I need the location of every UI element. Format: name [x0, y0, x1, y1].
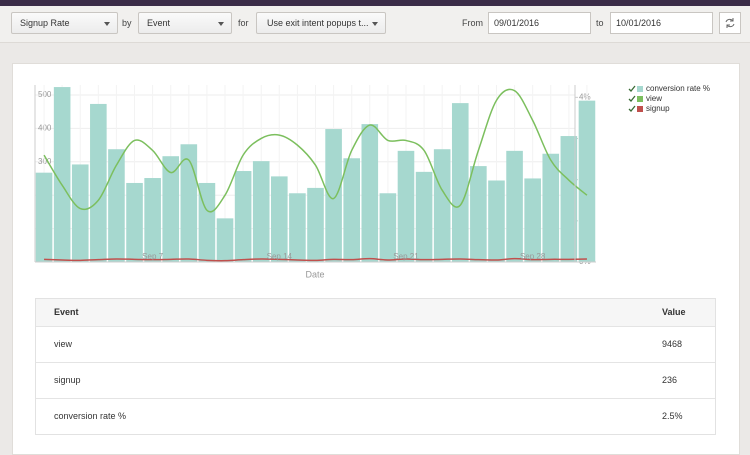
by-label: by	[122, 18, 132, 28]
bar	[325, 129, 342, 262]
bar	[433, 149, 451, 262]
bar	[488, 180, 505, 262]
bar	[35, 172, 53, 262]
bar	[379, 193, 397, 262]
bar	[252, 161, 270, 262]
bar	[180, 144, 198, 262]
bar	[361, 124, 379, 263]
refresh-button[interactable]	[719, 12, 741, 34]
metric-dropdown[interactable]: Signup Rate	[11, 12, 118, 34]
bar	[451, 103, 469, 262]
bar	[108, 149, 125, 262]
bar	[162, 156, 180, 262]
header-cell: Value	[662, 307, 686, 317]
table-row: signup 236	[36, 362, 715, 398]
legend-check	[628, 105, 636, 112]
legend-swatch	[637, 86, 643, 92]
table-header: Event Value	[36, 299, 715, 326]
x-tick-label: Sep 14	[267, 252, 293, 261]
bar	[71, 164, 89, 262]
group-dropdown[interactable]: Event	[138, 12, 232, 34]
legend-label: signup	[646, 104, 670, 113]
line	[43, 88, 588, 213]
from-label: From	[462, 18, 483, 28]
cell: 9468	[662, 339, 683, 349]
bar	[542, 153, 560, 262]
x-tick-label: Sep 28	[520, 252, 546, 261]
line	[44, 257, 587, 262]
legend-label: view	[646, 94, 662, 103]
bar	[524, 178, 541, 262]
bar	[307, 187, 324, 262]
toolbar: Signup Rate by Event for Use exit intent…	[0, 6, 750, 43]
refresh-icon	[725, 18, 735, 28]
legend-label: conversion rate %	[646, 84, 710, 93]
legend-check	[628, 95, 636, 102]
cell: view	[54, 339, 73, 349]
bar	[470, 166, 487, 262]
from-date-input[interactable]: 09/01/2016	[488, 12, 591, 34]
x-axis-label: Date	[305, 269, 324, 279]
bar	[560, 136, 578, 262]
header-cell: Event	[54, 307, 79, 317]
legend-swatch	[637, 96, 643, 102]
bar	[397, 150, 415, 262]
cell: conversion rate %	[54, 411, 127, 421]
bar	[144, 178, 161, 262]
y2-tick-label: 4%	[579, 92, 591, 101]
filter-dropdown[interactable]: Use exit intent popups t...	[256, 12, 386, 34]
cell: 236	[662, 375, 678, 385]
bar	[271, 176, 288, 262]
legend-check	[628, 85, 636, 92]
table-row: view 9468	[36, 326, 715, 362]
bar	[126, 182, 143, 262]
top-bar	[0, 0, 750, 6]
bar	[90, 103, 107, 263]
y-tick-label: 500	[38, 90, 52, 99]
bar	[53, 87, 71, 262]
y-tick-label: 400	[38, 124, 52, 133]
table-row: conversion rate % 2.5%	[36, 398, 715, 434]
y-tick-label: 300	[38, 157, 52, 166]
bar	[343, 158, 360, 262]
legend-swatch	[637, 106, 643, 112]
to-label: to	[596, 18, 604, 28]
cell: 2.5%	[662, 411, 683, 421]
cell: signup	[54, 375, 81, 385]
bar	[216, 218, 234, 262]
bar	[506, 150, 523, 262]
to-date-input[interactable]: 10/01/2016	[610, 12, 713, 34]
x-tick-label: Sep 7	[142, 252, 163, 261]
bar	[234, 171, 252, 262]
for-label: for	[238, 18, 249, 28]
bar	[578, 100, 596, 262]
bar	[289, 193, 306, 262]
summary-table: Event Value view 9468 signup 236 conversio…	[35, 298, 716, 435]
bar	[415, 171, 433, 262]
x-tick-label: Sep 21	[393, 252, 419, 261]
